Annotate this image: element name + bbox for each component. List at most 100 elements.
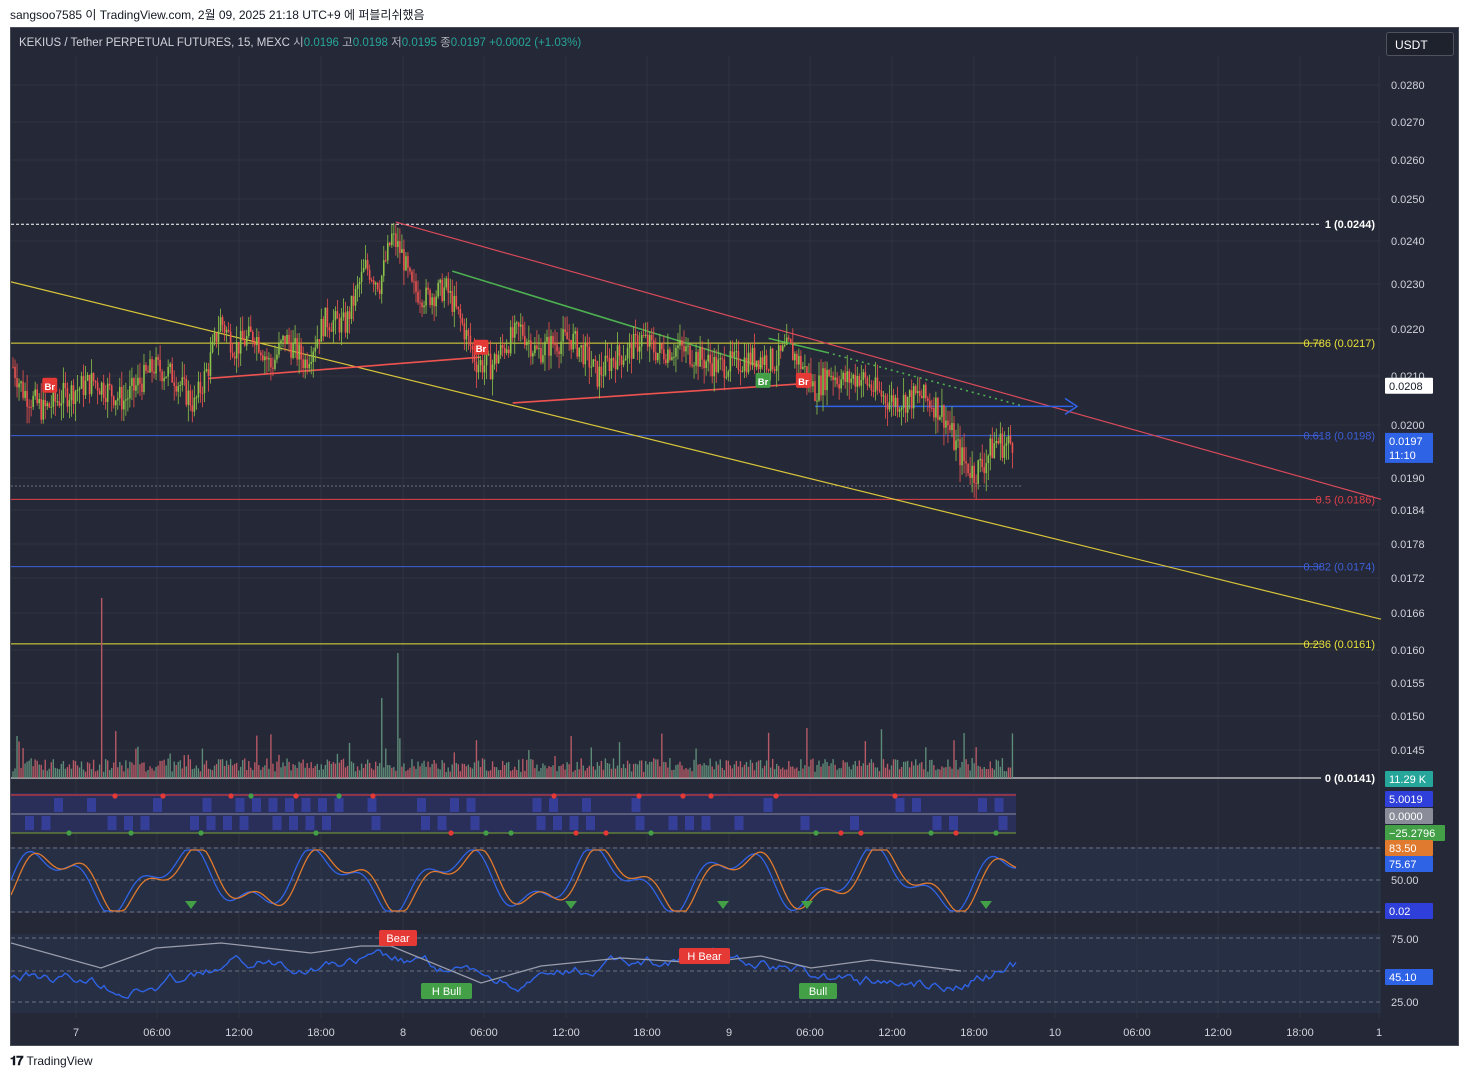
candle-body: [501, 345, 504, 348]
candle-body: [927, 398, 929, 401]
oscillator-dot-11: [773, 793, 779, 799]
volume-bar: [413, 766, 415, 778]
volume-bar: [461, 763, 464, 778]
candle-body: [906, 396, 909, 413]
volume-bar: [227, 764, 230, 778]
candle-body: [92, 373, 95, 382]
candle-body: [993, 443, 996, 458]
oscillator-dot-6: [370, 793, 376, 799]
oscillator-block: [25, 816, 34, 830]
volume-bar: [173, 761, 175, 778]
volume-bar: [68, 764, 71, 778]
candle-body: [675, 347, 677, 357]
oscillator-block: [734, 816, 744, 830]
volume-bar: [844, 762, 846, 778]
candle-body: [405, 256, 407, 271]
candle-body: [981, 458, 984, 468]
volume-bar: [443, 762, 445, 778]
candle-body: [566, 332, 568, 340]
volume-bar: [546, 768, 548, 778]
candle-body: [679, 340, 681, 346]
candle-body: [425, 287, 427, 306]
volume-bar: [246, 770, 248, 778]
volume-bar: [961, 761, 963, 778]
candle-body: [278, 343, 280, 355]
candle-body: [348, 311, 351, 319]
y-axis-tick-8: 0.0200: [1391, 420, 1425, 432]
volume-bar: [667, 767, 669, 778]
volume-bar: [636, 764, 639, 778]
volume-bar: [941, 766, 943, 778]
volume-bar: [290, 770, 292, 778]
volume-bar: [419, 766, 421, 778]
fib-level-label-3: 0.5 (0.0186): [1316, 494, 1375, 506]
volume-bar: [663, 761, 665, 778]
rsi-divergence-line: [11, 942, 962, 984]
volume-bar: [741, 767, 744, 778]
candle-body: [342, 312, 345, 318]
volume-bar: [689, 767, 691, 778]
volume-bar: [507, 761, 510, 778]
volume-bar: [755, 762, 758, 778]
chart-legend: KEKIUS / Tether PERPETUAL FUTURES, 15, M…: [19, 34, 581, 50]
volume-bar: [582, 765, 584, 778]
candle-body: [642, 335, 645, 337]
volume-bar: [933, 765, 935, 778]
volume-bar: [147, 770, 149, 778]
candle-body: [935, 397, 937, 418]
volume-bar: [919, 763, 921, 778]
volume-bar: [80, 761, 83, 778]
stoch-bull-marker-3: [801, 901, 813, 909]
volume-bar: [572, 771, 574, 778]
oscillator-block: [532, 798, 542, 812]
candle-body: [918, 391, 921, 396]
volume-bar: [967, 764, 969, 778]
volume-bar: [828, 765, 830, 778]
currency-selector[interactable]: USDT: [1386, 32, 1454, 56]
volume-bar: [117, 767, 119, 778]
x-axis-tick-13: 06:00: [1123, 1027, 1151, 1039]
rsi-line: [11, 947, 1017, 999]
volume-bar: [530, 759, 532, 778]
candle-body: [558, 351, 560, 354]
candle-body: [652, 340, 655, 353]
rsi-divergence-badge-1: [421, 983, 472, 999]
volume-bar: [975, 747, 977, 778]
candle-body: [699, 346, 701, 367]
volume-bar: [191, 769, 194, 778]
low-label: 저: [391, 37, 402, 49]
candle-body: [739, 369, 742, 372]
high-label: 고: [342, 37, 353, 49]
volume-bar: [657, 759, 659, 778]
rsi-divergence-label-2: H Bear: [687, 951, 722, 963]
oscillator-block: [978, 798, 987, 812]
volume-bar: [167, 758, 169, 778]
volume-bar: [62, 761, 65, 778]
candle-body: [892, 395, 895, 407]
candle-body: [94, 381, 97, 383]
candle-body: [78, 388, 81, 390]
volume-bar: [145, 771, 147, 778]
volume-bar: [350, 761, 353, 778]
candle-body: [556, 344, 558, 352]
rsi-tick-75: 75.00: [1391, 934, 1419, 946]
chart-svg[interactable]: 1 (0.0244) 0.786 (0.0217) 0.618 (0.0198) 0.…: [11, 28, 1459, 1046]
volume-bar: [219, 759, 222, 778]
current-price-value: 0.0197: [1389, 436, 1423, 448]
volume-bar: [898, 769, 901, 778]
volume-bar: [640, 760, 643, 778]
volume-last-label: [1385, 771, 1433, 787]
volume-bar: [455, 762, 457, 778]
candle-body: [350, 295, 353, 319]
volume-bar: [465, 766, 468, 778]
chart-frame[interactable]: 1 (0.0244) 0.786 (0.0217) 0.618 (0.0198) 0.…: [10, 27, 1459, 1046]
oscillator-block: [107, 816, 117, 830]
volume-bar: [262, 767, 264, 778]
candle-body: [499, 345, 502, 356]
oscillator-dot-5: [336, 793, 342, 799]
candle-body: [759, 357, 762, 370]
volume-bar: [1005, 771, 1008, 778]
candle-body: [761, 357, 764, 365]
candle-body: [415, 281, 417, 292]
volume-bar: [409, 767, 411, 778]
